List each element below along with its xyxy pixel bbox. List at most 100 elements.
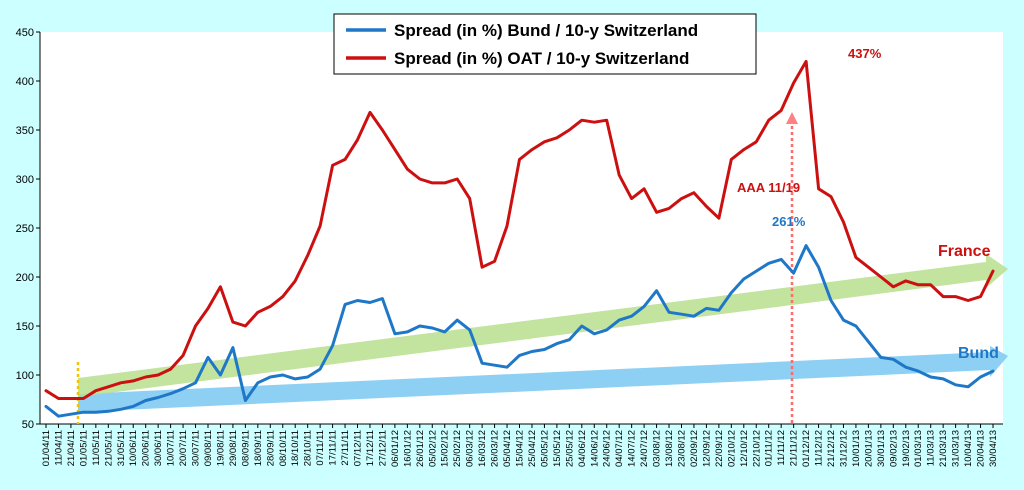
x-tick-label: 17/11/11 (328, 430, 339, 466)
x-tick-label: 18/10/11 (290, 430, 301, 466)
x-tick-label: 01/12/12 (801, 430, 812, 467)
x-tick-label: 27/12/11 (377, 430, 388, 466)
x-tick-label: 11/05/11 (91, 430, 102, 466)
x-tick-label: 28/09/11 (265, 430, 276, 466)
x-tick-label: 15/02/12 (440, 430, 451, 467)
trend-arrows (78, 254, 1008, 412)
y-tick-label: 350 (16, 125, 34, 137)
x-tick-label: 09/08/11 (203, 430, 214, 466)
x-tick-label: 23/08/12 (676, 430, 687, 467)
x-tick-label: 03/08/12 (652, 430, 663, 467)
x-tick-label: 04/06/12 (577, 430, 588, 467)
x-tick-label: 30/01/13 (876, 430, 887, 467)
legend: Spread (in %) Bund / 10-y Switzerland Sp… (333, 13, 757, 75)
x-tick-label: 01/03/13 (913, 430, 924, 467)
plot-area (40, 32, 1003, 424)
x-tick-label: 31/05/11 (116, 430, 127, 466)
x-tick-label: 14/06/12 (589, 430, 600, 467)
x-tick-label: 25/04/12 (527, 430, 538, 467)
legend-entry-bund: Spread (in %) Bund / 10-y Switzerland (394, 21, 698, 40)
x-tick-label: 13/08/12 (664, 430, 675, 467)
legend-box (333, 13, 757, 75)
x-tick-label: 29/08/11 (228, 430, 239, 466)
x-tick-label: 11/03/13 (926, 430, 937, 466)
x-tick-label: 21/04/11 (66, 430, 77, 466)
y-tick-label: 300 (16, 174, 34, 186)
x-tick-label: 24/07/12 (639, 430, 650, 467)
x-tick-label: 05/02/12 (427, 430, 438, 467)
x-tick-label: 20/07/11 (178, 430, 189, 466)
x-tick-label: 31/12/12 (838, 430, 849, 467)
downgrade-marker-arrow (786, 112, 798, 124)
x-tick-label: 30/07/11 (191, 430, 202, 466)
x-tick-label: 24/06/12 (602, 430, 613, 467)
x-axis: 01/04/11 11/04/11 21/04/11 01/05/11 11/05/11… (40, 423, 1003, 467)
x-tick-label: 20/04/13 (976, 430, 987, 467)
x-tick-label: 31/03/13 (951, 430, 962, 467)
x-tick-label: 11/12/12 (814, 430, 825, 466)
y-tick-label: 250 (16, 223, 34, 235)
x-tick-label: 09/02/13 (888, 430, 899, 467)
x-tick-label: 22/09/12 (714, 430, 725, 467)
bund-trend-arrow (78, 346, 1008, 412)
bund-label: Bund (958, 345, 999, 362)
x-tick-label: 21/05/11 (103, 430, 114, 466)
x-tick-label: 16/03/12 (477, 430, 488, 467)
x-tick-label: 30/04/13 (988, 430, 999, 467)
x-tick-label: 01/11/12 (764, 430, 775, 466)
x-tick-label: 17/12/11 (365, 430, 376, 466)
x-tick-label: 20/01/13 (863, 430, 874, 467)
x-tick-label: 11/11/12 (776, 430, 787, 466)
x-tick-label: 10/06/11 (128, 430, 139, 466)
x-tick-label: 10/07/11 (166, 430, 177, 466)
legend-entry-oat: Spread (in %) OAT / 10-y Switzerland (394, 49, 689, 68)
x-tick-label: 14/07/12 (627, 430, 638, 467)
x-tick-label: 26/01/12 (415, 430, 426, 467)
x-tick-label: 18/09/11 (253, 430, 264, 466)
x-tick-label: 21/03/13 (938, 430, 949, 467)
x-tick-label: 11/04/11 (53, 430, 64, 466)
x-tick-label: 12/10/12 (739, 430, 750, 467)
series-line-oat (44, 59, 995, 400)
downgrade-label: AAA 11/19 (737, 180, 800, 195)
x-tick-label: 02/10/12 (726, 430, 737, 467)
series-line-bund (44, 244, 995, 418)
x-tick-label: 10/01/13 (851, 430, 862, 467)
france-label: France (938, 243, 991, 260)
y-tick-label: 50 (22, 419, 34, 431)
x-tick-label: 16/01/12 (402, 430, 413, 467)
x-tick-label: 10/04/13 (963, 430, 974, 467)
y-tick-label: 200 (16, 272, 34, 284)
x-tick-label: 15/05/12 (552, 430, 563, 467)
x-tick-label: 21/11/12 (789, 430, 800, 466)
x-tick-label: 01/04/11 (41, 430, 52, 466)
x-tick-label: 26/03/12 (490, 430, 501, 467)
x-tick-label: 08/09/11 (240, 430, 251, 466)
x-tick-label: 05/04/12 (502, 430, 513, 467)
x-tick-label: 25/02/12 (452, 430, 463, 467)
x-tick-label: 19/08/11 (215, 430, 226, 466)
x-tick-label: 04/07/12 (614, 430, 625, 467)
x-tick-label: 19/02/13 (901, 430, 912, 467)
x-tick-label: 20/06/11 (141, 430, 152, 466)
x-tick-label: 21/12/12 (826, 430, 837, 467)
x-tick-label: 07/12/11 (353, 430, 364, 466)
x-tick-label: 30/06/11 (153, 430, 164, 466)
y-tick-label: 400 (16, 76, 34, 88)
x-tick-label: 06/01/12 (390, 430, 401, 467)
bund-peak-label: 261% (772, 214, 806, 229)
x-tick-label: 06/03/12 (465, 430, 476, 467)
x-tick-label: 15/04/12 (515, 430, 526, 467)
y-axis: 50 100 150 200 250 300 350 400 450 (16, 27, 41, 431)
x-tick-label: 01/05/11 (78, 430, 89, 466)
x-tick-label: 27/11/11 (340, 430, 351, 466)
x-tick-label: 07/11/11 (315, 430, 326, 466)
x-tick-label: 12/09/12 (701, 430, 712, 467)
x-tick-label: 05/05/12 (539, 430, 550, 467)
y-tick-label: 450 (16, 27, 34, 39)
x-tick-label: 28/10/11 (303, 430, 314, 466)
y-tick-label: 150 (16, 321, 34, 333)
y-tick-label: 100 (16, 370, 34, 382)
